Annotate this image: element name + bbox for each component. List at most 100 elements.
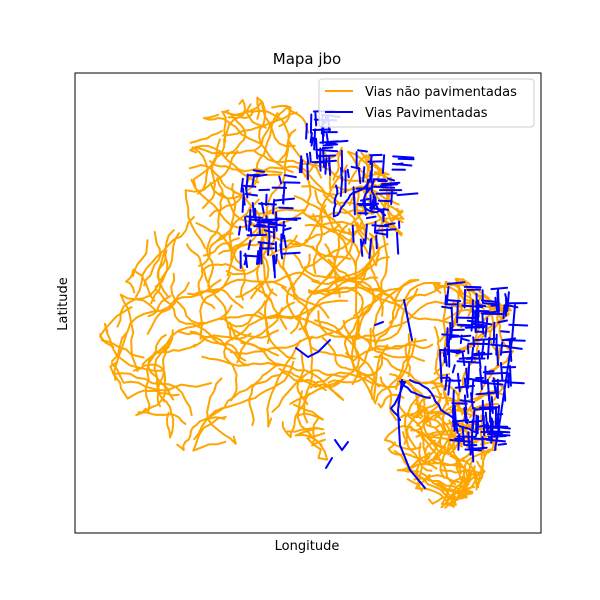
paved-road-segment xyxy=(506,291,510,312)
unpaved-road-segment xyxy=(223,345,238,402)
paved-road-segment xyxy=(500,330,510,333)
unpaved-road-segment xyxy=(436,480,457,507)
unpaved-road-segment xyxy=(116,232,180,328)
paved-road-segment xyxy=(486,336,491,360)
y-axis-label: Latitude xyxy=(56,277,71,331)
paved-road-segment xyxy=(474,311,477,334)
paved-road-segment xyxy=(451,364,456,374)
paved-road-segment xyxy=(508,323,529,327)
paved-road-segment xyxy=(319,140,339,144)
unpaved-road-segment xyxy=(281,286,310,331)
unpaved-roads-series xyxy=(99,96,514,509)
unpaved-road-segment xyxy=(228,321,280,357)
unpaved-road-segment xyxy=(388,209,404,228)
paved-road-segment xyxy=(463,407,467,424)
paved-road-segment xyxy=(277,217,302,221)
paved-road-segment xyxy=(373,221,377,234)
unpaved-road-segment xyxy=(189,129,223,144)
unpaved-road-segment xyxy=(293,253,380,291)
paved-road-segment xyxy=(494,296,499,312)
unpaved-road-segment xyxy=(428,433,474,443)
paved-road-segment xyxy=(298,155,303,174)
paved-road-segment xyxy=(446,281,466,285)
unpaved-road-segment xyxy=(466,460,486,485)
legend: Vias não pavimentadas Vias Pavimentadas xyxy=(318,78,535,128)
paved-road-segment xyxy=(321,147,326,168)
paved-road-segment xyxy=(460,324,474,327)
road-map xyxy=(99,96,529,509)
paved-road-segment xyxy=(468,377,485,382)
paved-road-segment xyxy=(361,238,365,247)
paved-road-segment xyxy=(305,122,308,140)
unpaved-road-segment xyxy=(254,286,288,330)
unpaved-road-segment xyxy=(141,334,167,366)
paved-road-segment xyxy=(472,336,476,348)
paved-road-segment xyxy=(481,312,485,335)
unpaved-road-segment xyxy=(221,110,247,158)
unpaved-road-segment xyxy=(303,299,349,424)
paved-road-segment xyxy=(364,223,368,245)
unpaved-road-segment xyxy=(388,281,441,324)
unpaved-road-segment xyxy=(304,223,341,242)
unpaved-road-segment xyxy=(99,333,145,359)
paved-road-segment xyxy=(241,196,245,213)
paved-road-segment xyxy=(475,301,478,317)
paved-road-segment xyxy=(374,231,388,236)
unpaved-road-segment xyxy=(228,198,260,301)
paved-road-segment xyxy=(251,202,256,218)
paved-road-segment xyxy=(328,162,332,174)
paved-road-segment xyxy=(381,181,401,186)
unpaved-road-segment xyxy=(412,387,443,415)
paved-road-segment xyxy=(497,442,507,446)
unpaved-road-segment xyxy=(290,243,341,298)
paved-road-segment xyxy=(315,137,319,160)
unpaved-road-segment xyxy=(312,222,375,294)
paved-road-segment xyxy=(463,394,468,411)
paved-road-segment xyxy=(389,380,431,421)
paved-road-segment xyxy=(267,222,271,240)
paved-road-segment xyxy=(274,197,295,202)
paved-road-segment xyxy=(247,208,252,232)
paved-road-segment xyxy=(242,187,246,206)
unpaved-road-segment xyxy=(209,194,244,217)
paved-road-segment xyxy=(490,343,510,348)
paved-road-segment xyxy=(359,238,364,257)
unpaved-road-segment xyxy=(155,288,227,347)
legend-label-paved: Vias Pavimentadas xyxy=(365,106,488,121)
unpaved-road-segment xyxy=(371,278,420,349)
unpaved-road-segment xyxy=(198,232,234,267)
unpaved-road-segment xyxy=(206,377,237,445)
unpaved-road-segment xyxy=(327,258,375,333)
unpaved-road-segment xyxy=(254,106,310,151)
paved-road-segment xyxy=(241,184,257,188)
paved-road-segment xyxy=(273,254,276,279)
x-axis-label: Longitude xyxy=(275,539,340,554)
paved-road-segment xyxy=(375,192,398,195)
unpaved-road-segment xyxy=(253,150,323,179)
unpaved-road-segment xyxy=(415,457,423,492)
unpaved-road-segment xyxy=(236,307,283,364)
paved-road-segment xyxy=(281,251,301,255)
paved-road-segment xyxy=(475,391,496,396)
paved-road-segment xyxy=(380,183,399,187)
unpaved-road-segment xyxy=(327,344,389,384)
paved-road-segment xyxy=(475,414,478,432)
unpaved-road-segment xyxy=(383,424,430,460)
paved-road-segment xyxy=(497,288,500,313)
paved-road-segment xyxy=(467,420,483,424)
paved-road-segment xyxy=(457,372,461,393)
paved-road-segment xyxy=(267,238,271,256)
unpaved-road-segment xyxy=(307,266,369,295)
unpaved-road-segment xyxy=(209,360,295,417)
legend-label-unpaved: Vias não pavimentadas xyxy=(365,85,517,100)
unpaved-road-segment xyxy=(304,146,343,181)
paved-road-segment xyxy=(471,446,488,450)
unpaved-road-segment xyxy=(111,362,213,392)
paved-road-segment xyxy=(396,192,419,197)
paved-road-segment xyxy=(474,407,496,411)
unpaved-road-segment xyxy=(375,333,412,402)
paved-road-segment xyxy=(465,367,469,390)
unpaved-road-segment xyxy=(356,300,463,340)
unpaved-road-segment xyxy=(309,371,451,389)
paved-road-segment xyxy=(283,234,287,249)
